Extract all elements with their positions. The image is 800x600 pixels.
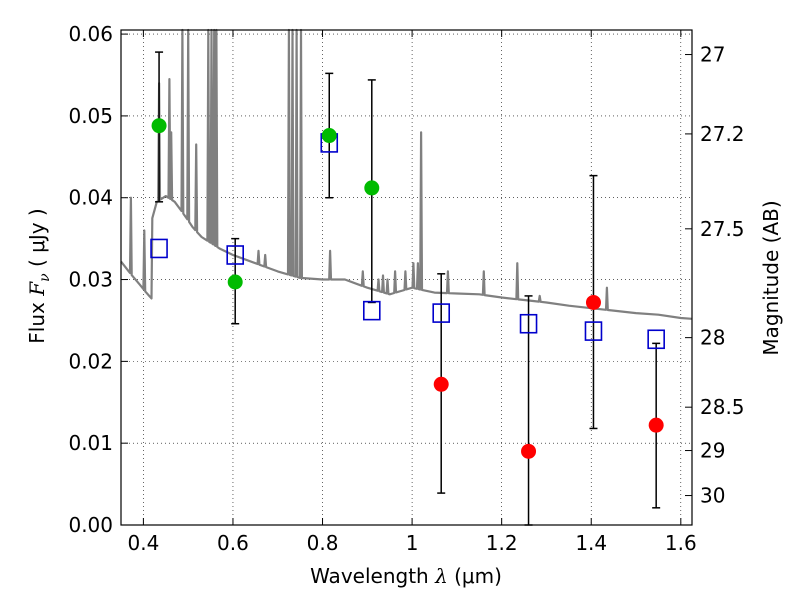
detection-point (364, 180, 380, 196)
x-tick-label: 0.8 (307, 531, 339, 555)
x-tick-label: 1.6 (665, 531, 697, 555)
model-photometry (150, 133, 665, 350)
model-square (519, 313, 538, 334)
x-tick-label: 1 (406, 531, 419, 555)
magnitude-tick-label: 27.5 (700, 217, 745, 241)
limit-point (585, 294, 601, 310)
model-square (647, 329, 665, 350)
detection-point (227, 274, 243, 290)
magnitude-tick-label: 27.2 (700, 122, 745, 146)
model-square (432, 303, 451, 323)
magnitude-tick-label: 28.5 (700, 395, 745, 419)
y-tick-label: 0.02 (68, 349, 113, 373)
y-tick-label: 0.04 (68, 186, 113, 210)
y-tick-label: 0.00 (68, 513, 113, 537)
magnitude-tick-label: 27 (700, 43, 725, 67)
x-axis-title: Wavelength λ (μm) (310, 564, 502, 588)
limit-point (521, 443, 537, 459)
model-spectrum (120, 28, 693, 320)
y-tick-label: 0.06 (68, 22, 113, 46)
magnitude-tick-label: 28 (700, 326, 725, 350)
magnitude-tick-label: 29 (700, 439, 725, 463)
detection-point (321, 128, 337, 144)
spectrum-line (120, 28, 693, 320)
magnitude-axis-title: Magnitude (AB) (759, 200, 783, 355)
model-square (150, 238, 168, 259)
x-axis-ticks: 0.4 0.6 0.8 1 1.2 1.4 1.6 (127, 30, 697, 555)
y-axis-ticks: 0.00 0.01 0.02 0.03 0.04 0.05 0.06 (68, 22, 128, 537)
x-tick-label: 1.2 (486, 531, 518, 555)
x-tick-label: 0.4 (127, 531, 159, 555)
x-tick-label: 1.4 (575, 531, 607, 555)
y-tick-label: 0.01 (68, 431, 113, 455)
y-axis-title: Flux Fν ( μJy ) (25, 208, 53, 343)
y-tick-label: 0.03 (68, 268, 113, 292)
x-tick-label: 0.6 (217, 531, 249, 555)
limit-point (648, 417, 664, 433)
grid (121, 30, 692, 526)
model-square (584, 321, 603, 341)
plot-frame (120, 29, 693, 526)
magnitude-axis-ticks: 27 27.2 27.5 28 28.5 29 30 (685, 43, 745, 508)
observed-photometry (151, 118, 664, 459)
y-tick-label: 0.05 (68, 104, 113, 128)
magnitude-tick-label: 30 (700, 484, 725, 508)
model-square (362, 300, 381, 321)
limit-point (433, 376, 449, 392)
detection-point (151, 118, 167, 134)
model-square (226, 245, 244, 265)
